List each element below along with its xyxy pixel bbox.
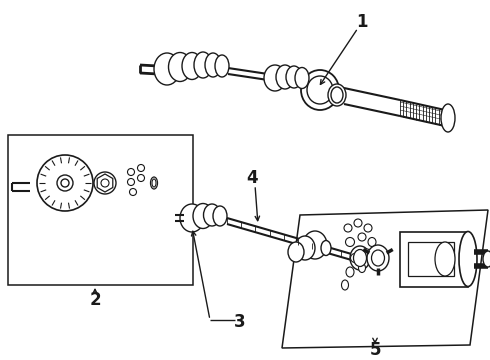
Ellipse shape: [138, 175, 145, 181]
Text: 5: 5: [369, 341, 381, 359]
Text: 3: 3: [234, 313, 246, 331]
Ellipse shape: [346, 267, 354, 277]
Ellipse shape: [331, 87, 343, 103]
Ellipse shape: [459, 231, 477, 287]
Text: 4: 4: [246, 169, 258, 187]
Ellipse shape: [57, 175, 73, 191]
Polygon shape: [97, 174, 113, 192]
Ellipse shape: [182, 53, 202, 80]
Ellipse shape: [203, 204, 220, 226]
Ellipse shape: [129, 189, 137, 195]
Ellipse shape: [441, 104, 455, 132]
Ellipse shape: [264, 65, 286, 91]
Ellipse shape: [154, 53, 180, 85]
Ellipse shape: [345, 238, 354, 247]
Ellipse shape: [205, 53, 221, 77]
Ellipse shape: [213, 206, 227, 226]
Ellipse shape: [328, 84, 346, 106]
Ellipse shape: [276, 65, 294, 89]
Ellipse shape: [359, 264, 366, 273]
Ellipse shape: [286, 66, 302, 88]
Ellipse shape: [358, 233, 366, 241]
Ellipse shape: [138, 165, 145, 171]
Ellipse shape: [94, 172, 116, 194]
Ellipse shape: [363, 249, 371, 257]
Ellipse shape: [371, 250, 385, 266]
Ellipse shape: [307, 76, 333, 104]
Ellipse shape: [152, 179, 156, 187]
Ellipse shape: [303, 231, 327, 259]
Ellipse shape: [194, 52, 212, 78]
Polygon shape: [282, 210, 488, 348]
Ellipse shape: [321, 240, 331, 256]
Ellipse shape: [435, 242, 455, 276]
Ellipse shape: [295, 68, 309, 89]
Ellipse shape: [37, 155, 93, 211]
Bar: [408, 242, 454, 276]
Bar: [400, 232, 468, 287]
Ellipse shape: [180, 204, 204, 232]
Ellipse shape: [350, 246, 370, 270]
Ellipse shape: [169, 53, 192, 81]
Ellipse shape: [483, 251, 490, 267]
Ellipse shape: [215, 55, 229, 77]
Ellipse shape: [127, 179, 134, 185]
Bar: [8, 135, 193, 285]
Ellipse shape: [364, 224, 372, 232]
Ellipse shape: [342, 280, 348, 290]
Ellipse shape: [344, 224, 352, 232]
Ellipse shape: [354, 219, 362, 227]
Ellipse shape: [61, 179, 69, 187]
Ellipse shape: [368, 238, 376, 247]
Ellipse shape: [301, 70, 339, 110]
Ellipse shape: [353, 249, 367, 266]
Ellipse shape: [150, 177, 157, 189]
Text: 2: 2: [89, 291, 101, 309]
Ellipse shape: [101, 179, 109, 187]
Ellipse shape: [367, 245, 389, 271]
Ellipse shape: [193, 203, 213, 229]
Ellipse shape: [295, 236, 315, 260]
Ellipse shape: [127, 168, 134, 175]
Ellipse shape: [288, 242, 304, 262]
Ellipse shape: [350, 253, 360, 262]
Text: 1: 1: [356, 13, 368, 31]
